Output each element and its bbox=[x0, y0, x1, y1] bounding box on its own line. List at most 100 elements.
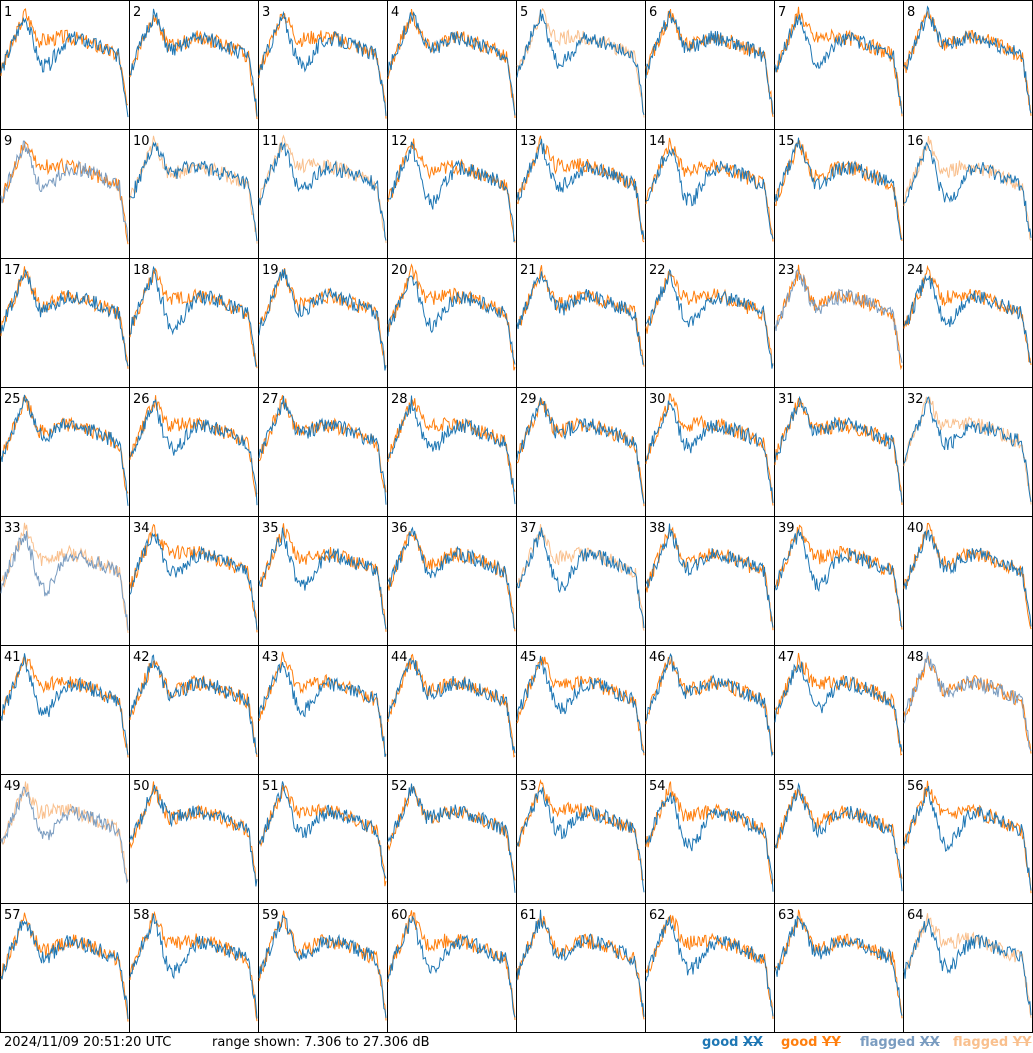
series-yy-14 bbox=[645, 137, 774, 242]
series-xx-15 bbox=[774, 137, 903, 240]
series-xx-44 bbox=[387, 657, 516, 754]
series-xx-48 bbox=[903, 651, 1032, 752]
panel-label: 16 bbox=[907, 134, 924, 149]
panel-label: 21 bbox=[520, 263, 537, 278]
series-xx-1 bbox=[0, 16, 129, 118]
panel-label: 39 bbox=[778, 521, 795, 536]
panel-label: 41 bbox=[4, 650, 21, 665]
panel-frame bbox=[387, 258, 517, 388]
spectrum-panel-23: 23 bbox=[774, 258, 904, 388]
panel-frame bbox=[774, 645, 904, 775]
series-xx-60 bbox=[387, 915, 516, 1018]
spectrum-panel-55: 55 bbox=[774, 774, 904, 904]
panel-label: 29 bbox=[520, 392, 537, 407]
spectrum-panel-33: 33 bbox=[0, 516, 130, 646]
spectrum-panel-20: 20 bbox=[387, 258, 517, 388]
series-xx-7 bbox=[774, 14, 903, 114]
series-xx-58 bbox=[129, 913, 258, 1019]
panel-label: 24 bbox=[907, 263, 924, 278]
series-xx-10 bbox=[130, 141, 258, 242]
spectrum-panel-31: 31 bbox=[774, 387, 904, 517]
spectrum-panel-61: 61 bbox=[516, 903, 646, 1033]
spectrum-panel-17: 17 bbox=[0, 258, 130, 388]
legend-pol: YY bbox=[822, 1035, 841, 1050]
panel-frame bbox=[903, 0, 1033, 130]
panel-label: 6 bbox=[649, 5, 657, 20]
panel-label: 10 bbox=[133, 134, 150, 149]
panel-frame bbox=[387, 0, 517, 130]
series-xx-51 bbox=[258, 781, 387, 879]
panel-label: 12 bbox=[391, 134, 408, 149]
panel-frame bbox=[0, 645, 130, 775]
spectrum-panel-22: 22 bbox=[645, 258, 775, 388]
legend-good-xx: good XX bbox=[702, 1035, 763, 1050]
spectrum-panel-42: 42 bbox=[129, 645, 259, 775]
legend-flagged-xx: flagged XX bbox=[860, 1035, 940, 1050]
panel-label: 27 bbox=[262, 392, 279, 407]
panel-label: 63 bbox=[778, 908, 795, 923]
range-text: range shown: 7.306 to 27.306 dB bbox=[212, 1035, 430, 1050]
series-xx-5 bbox=[516, 9, 645, 116]
series-yy-11 bbox=[258, 134, 387, 244]
series-xx-47 bbox=[774, 661, 903, 752]
series-xx-55 bbox=[774, 782, 903, 892]
legend-state: flagged bbox=[860, 1035, 916, 1050]
panel-label: 1 bbox=[4, 5, 12, 20]
panel-label: 11 bbox=[262, 134, 279, 149]
series-xx-37 bbox=[516, 527, 645, 629]
spectrum-panel-60: 60 bbox=[387, 903, 517, 1033]
panel-label: 43 bbox=[262, 650, 279, 665]
series-xx-56 bbox=[903, 785, 1032, 891]
spectrum-panel-26: 26 bbox=[129, 387, 259, 517]
panel-label: 53 bbox=[520, 779, 537, 794]
panel-frame bbox=[258, 258, 388, 388]
spectrum-panel-52: 52 bbox=[387, 774, 517, 904]
spectrum-panel-21: 21 bbox=[516, 258, 646, 388]
panel-label: 55 bbox=[778, 779, 795, 794]
spectrum-panel-38: 38 bbox=[645, 516, 775, 646]
spectrum-panel-7: 7 bbox=[774, 0, 904, 130]
spectrum-panel-48: 48 bbox=[903, 645, 1033, 775]
spectrum-panel-63: 63 bbox=[774, 903, 904, 1033]
panel-label: 14 bbox=[649, 134, 666, 149]
series-xx-36 bbox=[387, 526, 516, 630]
spectrum-panel-46: 46 bbox=[645, 645, 775, 775]
spectrum-panel-13: 13 bbox=[516, 129, 646, 259]
series-xx-21 bbox=[516, 271, 645, 365]
panel-label: 64 bbox=[907, 908, 924, 923]
series-xx-4 bbox=[387, 11, 516, 116]
spectrum-panel-5: 5 bbox=[516, 0, 646, 130]
panel-frame bbox=[258, 0, 388, 130]
panel-label: 26 bbox=[133, 392, 150, 407]
spectrum-panel-53: 53 bbox=[516, 774, 646, 904]
legend-good-yy: good YY bbox=[781, 1035, 841, 1050]
series-xx-39 bbox=[774, 528, 903, 628]
series-xx-46 bbox=[645, 652, 774, 757]
panel-frame bbox=[645, 387, 775, 517]
spectrum-panel-29: 29 bbox=[516, 387, 646, 517]
timestamp: 2024/11/09 20:51:20 UTC bbox=[4, 1035, 172, 1050]
series-xx-13 bbox=[516, 138, 645, 240]
panel-label: 34 bbox=[133, 521, 150, 536]
series-xx-42 bbox=[129, 654, 258, 755]
series-xx-45 bbox=[516, 655, 645, 753]
panel-label: 54 bbox=[649, 779, 666, 794]
series-xx-49 bbox=[0, 786, 129, 884]
spectrum-panel-2: 2 bbox=[129, 0, 259, 130]
panel-label: 45 bbox=[520, 650, 537, 665]
panel-label: 57 bbox=[4, 908, 21, 923]
spectrum-panel-41: 41 bbox=[0, 645, 130, 775]
series-xx-61 bbox=[516, 909, 645, 1017]
panel-label: 56 bbox=[907, 779, 924, 794]
footer: 2024/11/09 20:51:20 UTC range shown: 7.3… bbox=[0, 1033, 1033, 1053]
spectrum-panel-9: 9 bbox=[0, 129, 130, 259]
series-xx-64 bbox=[903, 918, 1032, 1016]
panel-label: 62 bbox=[649, 908, 666, 923]
panel-frame bbox=[0, 516, 130, 646]
spectrum-panel-27: 27 bbox=[258, 387, 388, 517]
series-xx-38 bbox=[645, 523, 774, 628]
series-xx-18 bbox=[129, 265, 258, 367]
panel-label: 13 bbox=[520, 134, 537, 149]
panel-label: 48 bbox=[907, 650, 924, 665]
series-xx-17 bbox=[0, 269, 129, 367]
